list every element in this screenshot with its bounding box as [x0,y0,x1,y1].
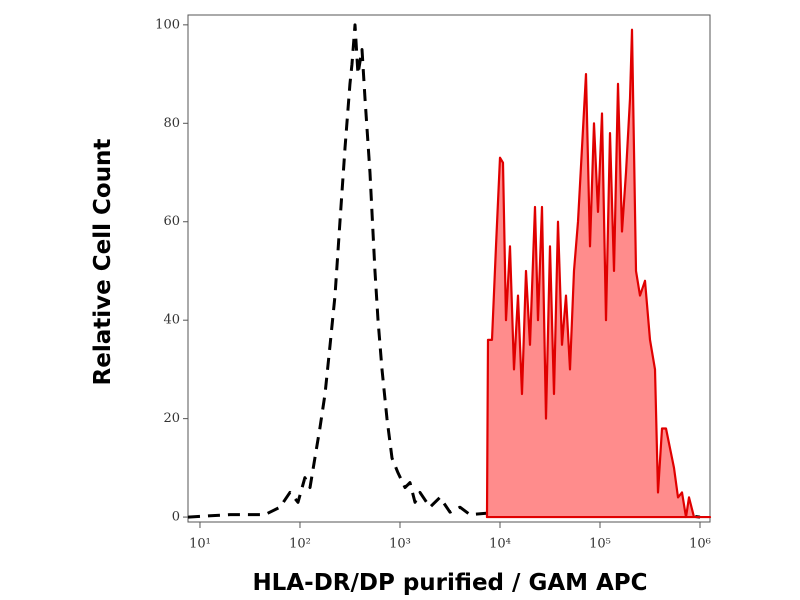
y-tick-label: 80 [163,116,180,131]
x-tick-label: 10⁵ [589,537,611,552]
y-tick-label: 0 [172,510,180,525]
x-tick-label: 10² [289,537,311,552]
histogram-area [485,28,712,519]
y-axis-title: Relative Cell Count [90,139,116,386]
y-tick-label: 20 [163,411,180,426]
y-tick-label: 100 [155,17,180,32]
histogram-line [187,23,701,519]
x-tick-label: 10⁶ [689,537,711,552]
x-tick-label: 10³ [389,537,411,552]
plot-frame [187,14,711,523]
x-axis-title: HLA-DR/DP purified / GAM APC [252,570,647,596]
x-tick-label: 10⁴ [489,537,511,552]
y-tick-label: 40 [163,313,180,328]
x-tick-label: 10¹ [189,537,211,552]
y-tick-label: 60 [163,214,180,229]
